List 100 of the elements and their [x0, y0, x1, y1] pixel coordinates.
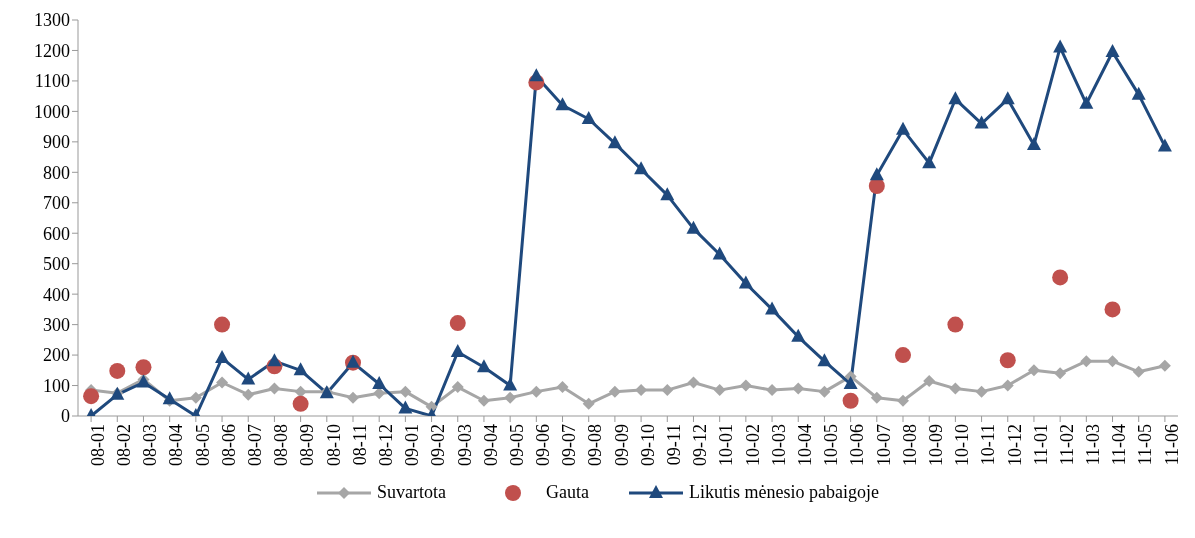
point: [449, 315, 466, 332]
point: [216, 376, 229, 389]
x-tick-label: 11-02: [1056, 424, 1077, 466]
x-tick-label: 08-09: [297, 424, 318, 466]
x-tick-label: 09-06: [533, 424, 554, 466]
point: [1079, 95, 1094, 109]
x-tick-label: 09-08: [585, 424, 606, 466]
point: [372, 376, 387, 390]
point: [949, 382, 962, 395]
x-tick-label: 10-10: [952, 424, 973, 466]
x-tick-label: 09-10: [637, 424, 658, 466]
point: [791, 328, 806, 342]
point: [948, 91, 963, 105]
point: [686, 220, 701, 234]
point: [999, 352, 1016, 369]
y-tick-label: 0: [61, 406, 70, 427]
point: [608, 385, 621, 398]
point: [974, 115, 989, 129]
point: [1052, 269, 1069, 286]
point: [450, 344, 465, 358]
point: [347, 391, 359, 404]
point: [607, 135, 622, 149]
y-tick-label: 1000: [34, 101, 70, 122]
x-tick-label: 08-08: [271, 424, 292, 466]
point: [504, 391, 517, 404]
point: [922, 155, 937, 169]
point: [581, 111, 596, 124]
point: [818, 385, 831, 398]
x-tick-label: 08-02: [114, 424, 135, 466]
x-tick-label: 08-07: [245, 424, 266, 466]
point: [792, 382, 805, 395]
point: [451, 381, 464, 394]
x-tick-label: 09-11: [664, 424, 685, 466]
legend-label: Likutis mėnesio pabaigoje: [689, 482, 879, 503]
point: [1104, 301, 1121, 318]
x-tick-label: 10-05: [821, 424, 842, 466]
x-tick-label: 08-12: [375, 424, 396, 466]
x-tick-label: 11-03: [1083, 424, 1104, 466]
point: [1106, 355, 1119, 368]
point: [214, 316, 231, 333]
x-tick-label: 10-04: [795, 424, 816, 466]
x-tick-label: 10-02: [742, 424, 763, 466]
point: [215, 350, 230, 364]
x-tick-label: 10-09: [925, 424, 946, 466]
x-tick-label: 10-08: [899, 424, 920, 466]
point: [1001, 379, 1014, 392]
point: [529, 68, 544, 82]
x-tick-label: 08-01: [87, 424, 108, 466]
point: [634, 161, 649, 175]
y-tick-label: 500: [43, 254, 70, 275]
point: [661, 384, 674, 397]
x-tick-label: 10-11: [978, 424, 999, 466]
x-tick-label: 10-07: [873, 424, 894, 466]
point: [713, 384, 726, 397]
point: [1000, 91, 1015, 105]
point: [267, 353, 282, 367]
point: [739, 379, 752, 392]
x-tick-label: 08-03: [140, 424, 161, 466]
point: [556, 381, 569, 394]
point: [1132, 365, 1145, 378]
x-tick-label: 10-01: [716, 424, 737, 466]
point: [947, 316, 964, 333]
point: [398, 400, 413, 414]
point: [817, 353, 832, 367]
point: [1131, 86, 1146, 100]
x-tick-label: 09-04: [480, 424, 501, 466]
y-tick-label: 600: [43, 223, 70, 244]
point: [895, 347, 911, 364]
y-tick-label: 700: [43, 193, 70, 214]
x-tick-label: 08-11: [349, 424, 370, 466]
x-tick-label: 09-03: [454, 424, 475, 466]
point: [975, 385, 988, 398]
x-tick-label: 11-06: [1161, 424, 1182, 466]
point: [189, 391, 202, 404]
point: [1105, 43, 1120, 57]
point: [1026, 136, 1041, 150]
point: [555, 97, 570, 111]
point: [1027, 364, 1040, 377]
point: [242, 388, 255, 401]
x-tick-label: 09-01: [402, 424, 423, 466]
y-tick-label: 200: [43, 345, 70, 366]
x-tick-label: 11-04: [1109, 424, 1130, 466]
y-tick-label: 900: [43, 132, 70, 153]
x-tick-label: 09-12: [690, 424, 711, 466]
point: [897, 394, 909, 407]
y-tick-label: 100: [43, 375, 70, 396]
point: [868, 178, 885, 195]
x-tick-label: 10-03: [768, 424, 789, 466]
point: [765, 301, 780, 315]
x-tick-label: 09-02: [428, 424, 449, 466]
x-tick-label: 11-01: [1030, 424, 1051, 466]
point: [1053, 39, 1068, 53]
point: [923, 374, 936, 387]
point: [268, 382, 281, 395]
legend-label: Gauta: [546, 482, 589, 503]
y-tick-label: 300: [43, 315, 70, 336]
point: [1054, 367, 1067, 380]
point: [399, 385, 412, 398]
x-tick-label: 09-05: [506, 424, 527, 466]
x-tick-label: 10-06: [847, 424, 868, 466]
